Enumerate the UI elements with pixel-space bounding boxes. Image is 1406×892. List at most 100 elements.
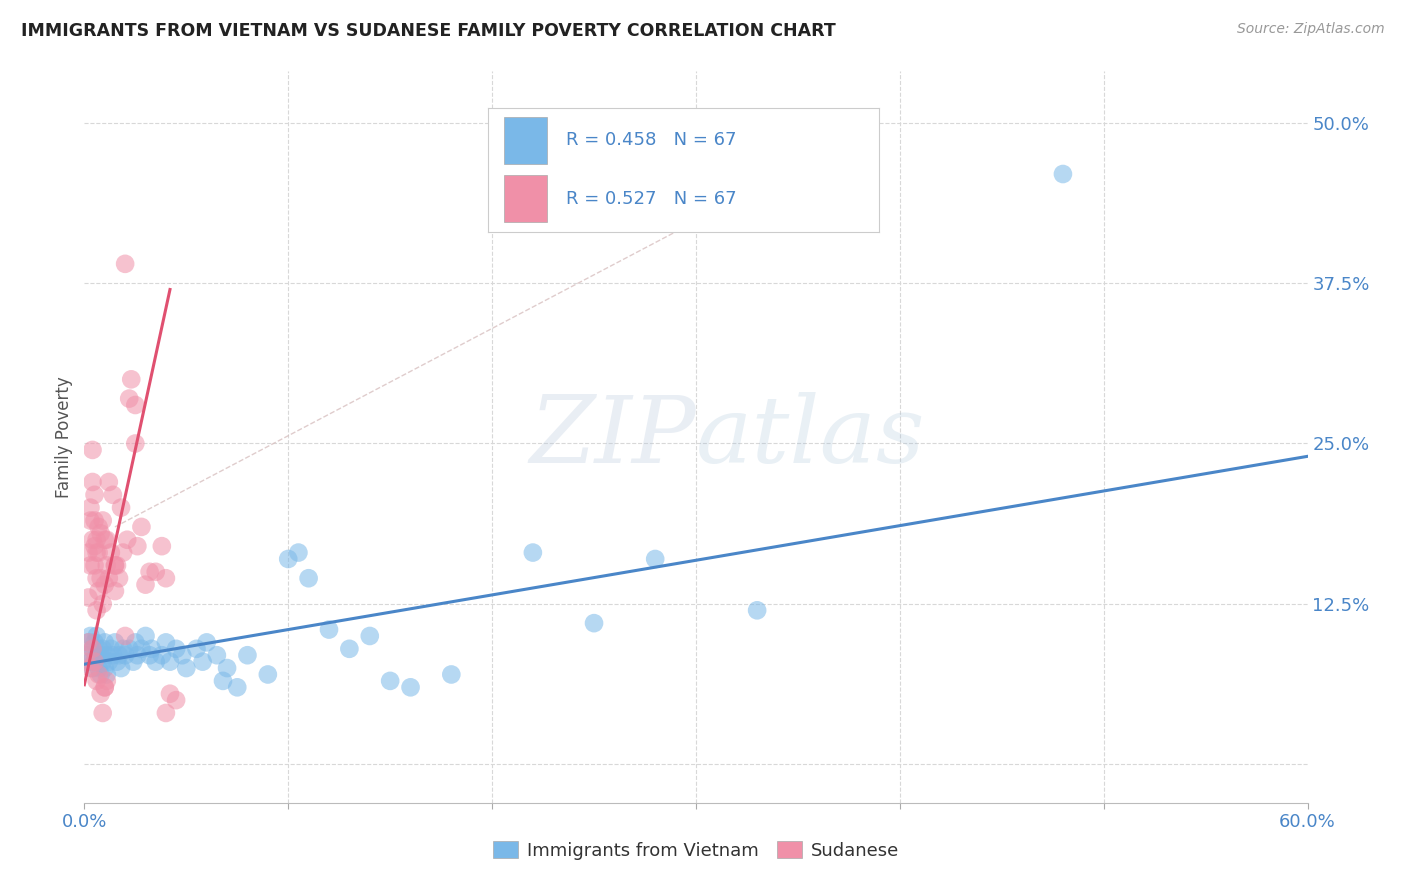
Point bbox=[83, 539, 105, 553]
Point bbox=[127, 539, 149, 553]
Point bbox=[159, 655, 181, 669]
Point bbox=[87, 520, 110, 534]
Point bbox=[82, 442, 104, 457]
Point bbox=[174, 661, 197, 675]
Point bbox=[110, 661, 132, 675]
Point bbox=[100, 641, 122, 656]
Point bbox=[77, 591, 100, 605]
Point bbox=[75, 648, 97, 663]
Point bbox=[82, 661, 104, 675]
Point bbox=[165, 693, 187, 707]
Point bbox=[124, 436, 146, 450]
Point bbox=[77, 635, 100, 649]
Point bbox=[97, 475, 120, 489]
Point bbox=[104, 558, 127, 573]
Point bbox=[93, 681, 115, 695]
Point bbox=[77, 545, 100, 559]
Point bbox=[159, 687, 181, 701]
Point bbox=[522, 545, 544, 559]
Point bbox=[150, 539, 173, 553]
Point bbox=[75, 655, 97, 669]
Point bbox=[104, 635, 127, 649]
Point bbox=[79, 629, 101, 643]
Point bbox=[747, 603, 769, 617]
Point bbox=[114, 629, 136, 643]
Point bbox=[79, 655, 101, 669]
Point bbox=[186, 641, 208, 656]
Point bbox=[90, 648, 112, 663]
Point bbox=[150, 648, 173, 663]
Point bbox=[124, 635, 146, 649]
Point bbox=[83, 655, 105, 669]
Point bbox=[277, 552, 299, 566]
Point bbox=[212, 673, 235, 688]
Point bbox=[96, 648, 118, 663]
Point bbox=[93, 635, 115, 649]
Point bbox=[86, 629, 108, 643]
Point bbox=[91, 514, 114, 528]
Point bbox=[97, 571, 120, 585]
Point bbox=[87, 545, 110, 559]
Point bbox=[138, 648, 160, 663]
Point bbox=[339, 641, 361, 656]
Point bbox=[79, 661, 101, 675]
Point bbox=[87, 584, 110, 599]
Point bbox=[93, 533, 115, 547]
Point bbox=[226, 681, 249, 695]
Point bbox=[120, 372, 142, 386]
Point bbox=[141, 641, 163, 656]
Point bbox=[96, 673, 118, 688]
Point bbox=[104, 584, 127, 599]
Point bbox=[96, 667, 118, 681]
Point bbox=[100, 545, 122, 559]
Point bbox=[114, 257, 136, 271]
Point bbox=[155, 706, 177, 720]
Text: ZIP: ZIP bbox=[529, 392, 696, 482]
Point bbox=[287, 545, 309, 559]
Point bbox=[122, 655, 145, 669]
Point bbox=[583, 616, 606, 631]
Text: Source: ZipAtlas.com: Source: ZipAtlas.com bbox=[1237, 22, 1385, 37]
Point bbox=[112, 641, 135, 656]
Text: IMMIGRANTS FROM VIETNAM VS SUDANESE FAMILY POVERTY CORRELATION CHART: IMMIGRANTS FROM VIETNAM VS SUDANESE FAMI… bbox=[21, 22, 835, 40]
Point bbox=[91, 641, 114, 656]
Point bbox=[86, 673, 108, 688]
Point bbox=[90, 667, 112, 681]
Point bbox=[87, 667, 110, 681]
Point bbox=[90, 526, 112, 541]
Point bbox=[1052, 167, 1074, 181]
Point bbox=[79, 500, 101, 515]
Point bbox=[131, 641, 153, 656]
Point bbox=[82, 641, 104, 656]
Point bbox=[217, 661, 239, 675]
Point bbox=[131, 520, 153, 534]
Point bbox=[87, 661, 110, 675]
Point bbox=[145, 655, 167, 669]
Point bbox=[82, 475, 104, 489]
Point bbox=[138, 565, 160, 579]
Point bbox=[105, 655, 128, 669]
Point bbox=[86, 571, 108, 585]
Point bbox=[83, 514, 105, 528]
Point bbox=[101, 488, 124, 502]
Point bbox=[96, 533, 118, 547]
Point bbox=[83, 558, 105, 573]
Point bbox=[101, 648, 124, 663]
Point bbox=[82, 641, 104, 656]
Point bbox=[399, 681, 422, 695]
Point bbox=[90, 687, 112, 701]
Point bbox=[118, 392, 141, 406]
Point bbox=[155, 635, 177, 649]
Point bbox=[118, 641, 141, 656]
Text: atlas: atlas bbox=[696, 392, 925, 482]
Point bbox=[108, 648, 131, 663]
Point bbox=[96, 558, 118, 573]
Point bbox=[91, 655, 114, 669]
Point bbox=[257, 667, 280, 681]
Legend: Immigrants from Vietnam, Sudanese: Immigrants from Vietnam, Sudanese bbox=[485, 834, 907, 867]
Point bbox=[195, 635, 218, 649]
Point bbox=[165, 641, 187, 656]
Point bbox=[135, 629, 157, 643]
Point bbox=[91, 706, 114, 720]
Point bbox=[86, 533, 108, 547]
